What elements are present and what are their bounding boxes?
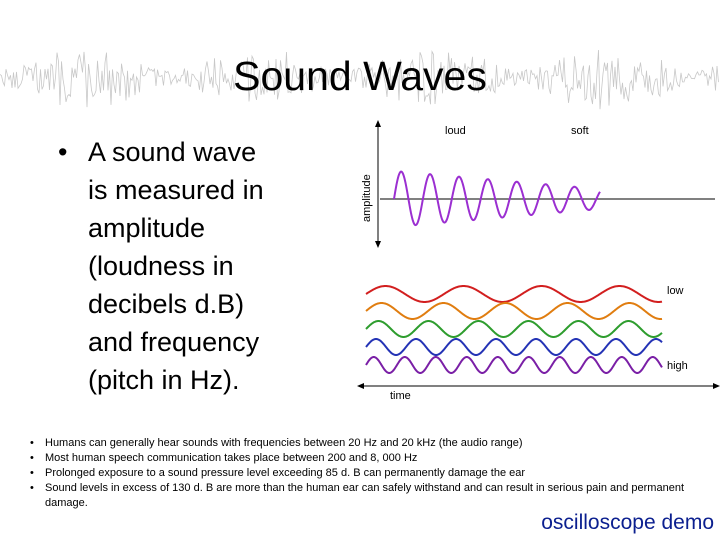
fact-text: Humans can generally hear sounds with fr… [45, 437, 523, 449]
main-bullet-line: (loudness in [88, 251, 234, 281]
frequency-wave [365, 320, 663, 338]
sound-wave-diagram: amplitude loud soft low high time [357, 120, 720, 402]
main-bullet-line: (pitch in Hz). [88, 365, 240, 395]
main-bullet: • A sound wave is measured in amplitude … [58, 133, 313, 399]
fact-text: Sound levels in excess of 130 d. B are m… [45, 482, 684, 509]
amplitude-arrow-head-top [375, 120, 381, 127]
frequency-wave [365, 356, 663, 374]
fact-marker: • [30, 452, 34, 464]
fact-marker: • [30, 482, 34, 494]
title-waveform-band [0, 49, 719, 110]
amplitude-label: amplitude [361, 174, 373, 222]
fact-marker: • [30, 437, 34, 449]
page-title: Sound Waves [233, 53, 487, 99]
time-label: time [390, 390, 411, 402]
fact-item: • Sound levels in excess of 130 d. B are… [30, 481, 690, 511]
frequency-wave [365, 285, 663, 303]
fact-item: • Humans can generally hear sounds with … [30, 436, 690, 451]
amplitude-wave [393, 170, 601, 227]
main-bullet-line: and frequency [88, 327, 260, 357]
fact-item: • Prolonged exposure to a sound pressure… [30, 466, 690, 481]
fact-marker: • [30, 467, 34, 479]
high-label: high [667, 360, 688, 372]
facts-list: • Humans can generally hear sounds with … [30, 436, 690, 511]
low-label: low [667, 285, 684, 297]
title-waveform [0, 49, 719, 110]
soft-label: soft [571, 125, 589, 137]
oscilloscope-demo-link[interactable]: oscilloscope demo [541, 511, 714, 534]
amplitude-arrow-head-bottom [375, 241, 381, 248]
loud-label: loud [445, 125, 466, 137]
main-bullet-line: decibels d.B) [88, 289, 245, 319]
frequency-wave [365, 302, 663, 320]
main-bullet-line: A sound wave [88, 137, 257, 167]
fact-text: Most human speech communication takes pl… [45, 452, 418, 464]
fact-item: • Most human speech communication takes … [30, 451, 690, 466]
frequency-wave [365, 338, 663, 356]
main-bullet-line: is measured in [88, 175, 264, 205]
fact-text: Prolonged exposure to a sound pressure l… [45, 467, 526, 479]
main-bullet-line: amplitude [88, 213, 206, 243]
time-arrow-head-right [713, 383, 720, 389]
main-bullet-marker: • [58, 137, 68, 167]
time-arrow-head-left [357, 383, 364, 389]
